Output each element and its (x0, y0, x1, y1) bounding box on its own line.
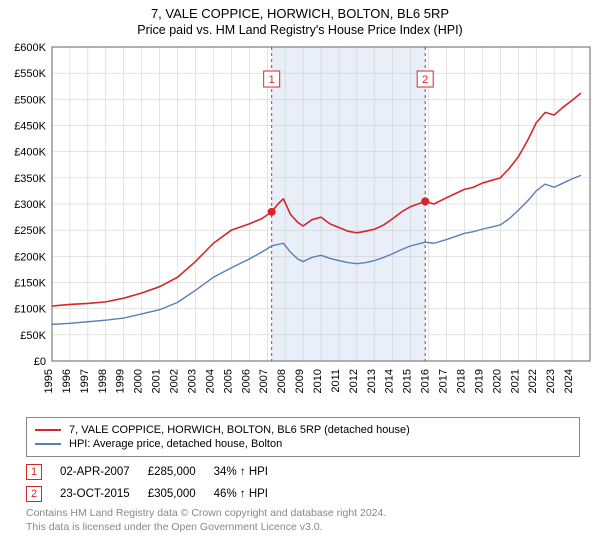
svg-text:1997: 1997 (79, 369, 91, 393)
svg-text:1: 1 (269, 74, 275, 86)
svg-text:2013: 2013 (366, 369, 378, 393)
svg-text:2007: 2007 (258, 369, 270, 393)
marker-price: £305,000 (148, 483, 214, 505)
svg-text:£400K: £400K (14, 147, 46, 159)
svg-text:£350K: £350K (14, 173, 46, 185)
svg-text:£500K: £500K (14, 94, 46, 106)
svg-text:2016: 2016 (420, 369, 432, 393)
svg-text:2021: 2021 (509, 369, 521, 393)
svg-text:£100K: £100K (14, 304, 46, 316)
svg-text:£50K: £50K (20, 330, 46, 342)
svg-text:2014: 2014 (384, 369, 396, 393)
line-chart: £0 £50K £100K £150K £200K £250K £300K £350K £400… (0, 41, 600, 406)
svg-text:2004: 2004 (204, 369, 216, 393)
svg-text:2006: 2006 (240, 369, 252, 393)
svg-text:2005: 2005 (222, 369, 234, 393)
svg-text:2012: 2012 (348, 369, 360, 393)
marker-delta: 34% ↑ HPI (214, 461, 286, 483)
svg-text:2018: 2018 (455, 369, 467, 393)
svg-text:£200K: £200K (14, 251, 46, 263)
svg-text:1995: 1995 (43, 369, 55, 393)
svg-text:1998: 1998 (97, 369, 109, 393)
svg-text:2000: 2000 (133, 369, 145, 393)
svg-text:2001: 2001 (151, 369, 163, 393)
legend-label: HPI: Average price, detached house, Bolt… (69, 438, 282, 450)
marker-date: 23-OCT-2015 (60, 483, 148, 505)
footnote-line: This data is licensed under the Open Gov… (26, 521, 580, 535)
svg-text:2002: 2002 (169, 369, 181, 393)
svg-text:£250K: £250K (14, 225, 46, 237)
svg-text:2019: 2019 (473, 369, 485, 393)
svg-text:2008: 2008 (276, 369, 288, 393)
svg-text:2023: 2023 (545, 369, 557, 393)
svg-text:2003: 2003 (186, 369, 198, 393)
marker-table: 1 02-APR-2007 £285,000 34% ↑ HPI 2 23-OC… (26, 461, 286, 505)
legend: 7, VALE COPPICE, HORWICH, BOLTON, BL6 5R… (26, 417, 580, 457)
svg-text:£550K: £550K (14, 68, 46, 80)
marker-badge: 2 (26, 486, 42, 502)
table-row: 1 02-APR-2007 £285,000 34% ↑ HPI (26, 461, 286, 483)
marker-date: 02-APR-2007 (60, 461, 148, 483)
svg-text:2022: 2022 (527, 369, 539, 393)
svg-text:£300K: £300K (14, 199, 46, 211)
legend-item: HPI: Average price, detached house, Bolt… (35, 437, 571, 451)
svg-text:2015: 2015 (402, 369, 414, 393)
svg-text:2011: 2011 (330, 369, 342, 393)
svg-text:2: 2 (422, 74, 428, 86)
chart-area: £0 £50K £100K £150K £200K £250K £300K £350K £400… (0, 41, 600, 411)
svg-text:£150K: £150K (14, 278, 46, 290)
svg-text:2017: 2017 (438, 369, 450, 393)
footnote: Contains HM Land Registry data © Crown c… (26, 507, 580, 534)
legend-swatch (35, 443, 61, 445)
svg-text:1996: 1996 (61, 369, 73, 393)
marker-badge: 1 (26, 464, 42, 480)
marker-price: £285,000 (148, 461, 214, 483)
svg-text:2010: 2010 (312, 369, 324, 393)
legend-swatch (35, 429, 61, 431)
svg-text:2024: 2024 (563, 369, 575, 393)
footnote-line: Contains HM Land Registry data © Crown c… (26, 507, 580, 521)
svg-text:£600K: £600K (14, 42, 46, 54)
legend-label: 7, VALE COPPICE, HORWICH, BOLTON, BL6 5R… (69, 424, 410, 436)
svg-text:2009: 2009 (294, 369, 306, 393)
table-row: 2 23-OCT-2015 £305,000 46% ↑ HPI (26, 483, 286, 505)
marker-delta: 46% ↑ HPI (214, 483, 286, 505)
svg-text:£450K: £450K (14, 121, 46, 133)
legend-item: 7, VALE COPPICE, HORWICH, BOLTON, BL6 5R… (35, 423, 571, 437)
chart-subtitle: Price paid vs. HM Land Registry's House … (0, 21, 600, 41)
chart-title: 7, VALE COPPICE, HORWICH, BOLTON, BL6 5R… (0, 0, 600, 21)
svg-text:1999: 1999 (115, 369, 127, 393)
svg-text:£0: £0 (34, 356, 46, 368)
svg-text:2020: 2020 (491, 369, 503, 393)
